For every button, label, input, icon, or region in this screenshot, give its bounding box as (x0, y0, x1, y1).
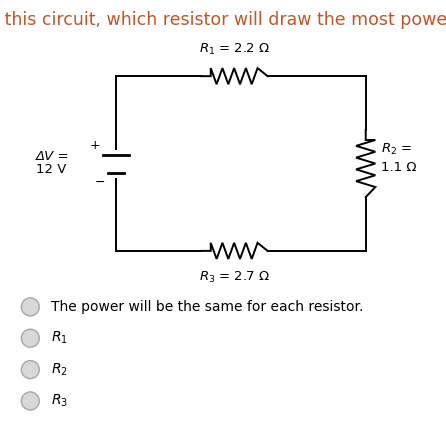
Text: $R_3$: $R_3$ (51, 393, 68, 409)
Text: $R_2$: $R_2$ (51, 362, 68, 378)
Text: The power will be the same for each resistor.: The power will be the same for each resi… (51, 300, 363, 314)
Text: ΔV =: ΔV = (36, 150, 69, 164)
Circle shape (21, 329, 39, 347)
Text: +: + (90, 139, 100, 152)
Text: $R_2$ =
1.1 Ω: $R_2$ = 1.1 Ω (381, 142, 417, 174)
Text: $R_3$ = 2.7 Ω: $R_3$ = 2.7 Ω (199, 270, 269, 285)
Circle shape (21, 298, 39, 316)
Text: 12 V: 12 V (36, 163, 66, 176)
Text: $R_1$: $R_1$ (51, 330, 68, 346)
Circle shape (21, 361, 39, 379)
Circle shape (21, 392, 39, 410)
Text: −: − (95, 176, 106, 189)
Text: $R_1$ = 2.2 Ω: $R_1$ = 2.2 Ω (198, 42, 270, 57)
Text: In this circuit, which resistor will draw the most power?: In this circuit, which resistor will dra… (0, 11, 446, 29)
